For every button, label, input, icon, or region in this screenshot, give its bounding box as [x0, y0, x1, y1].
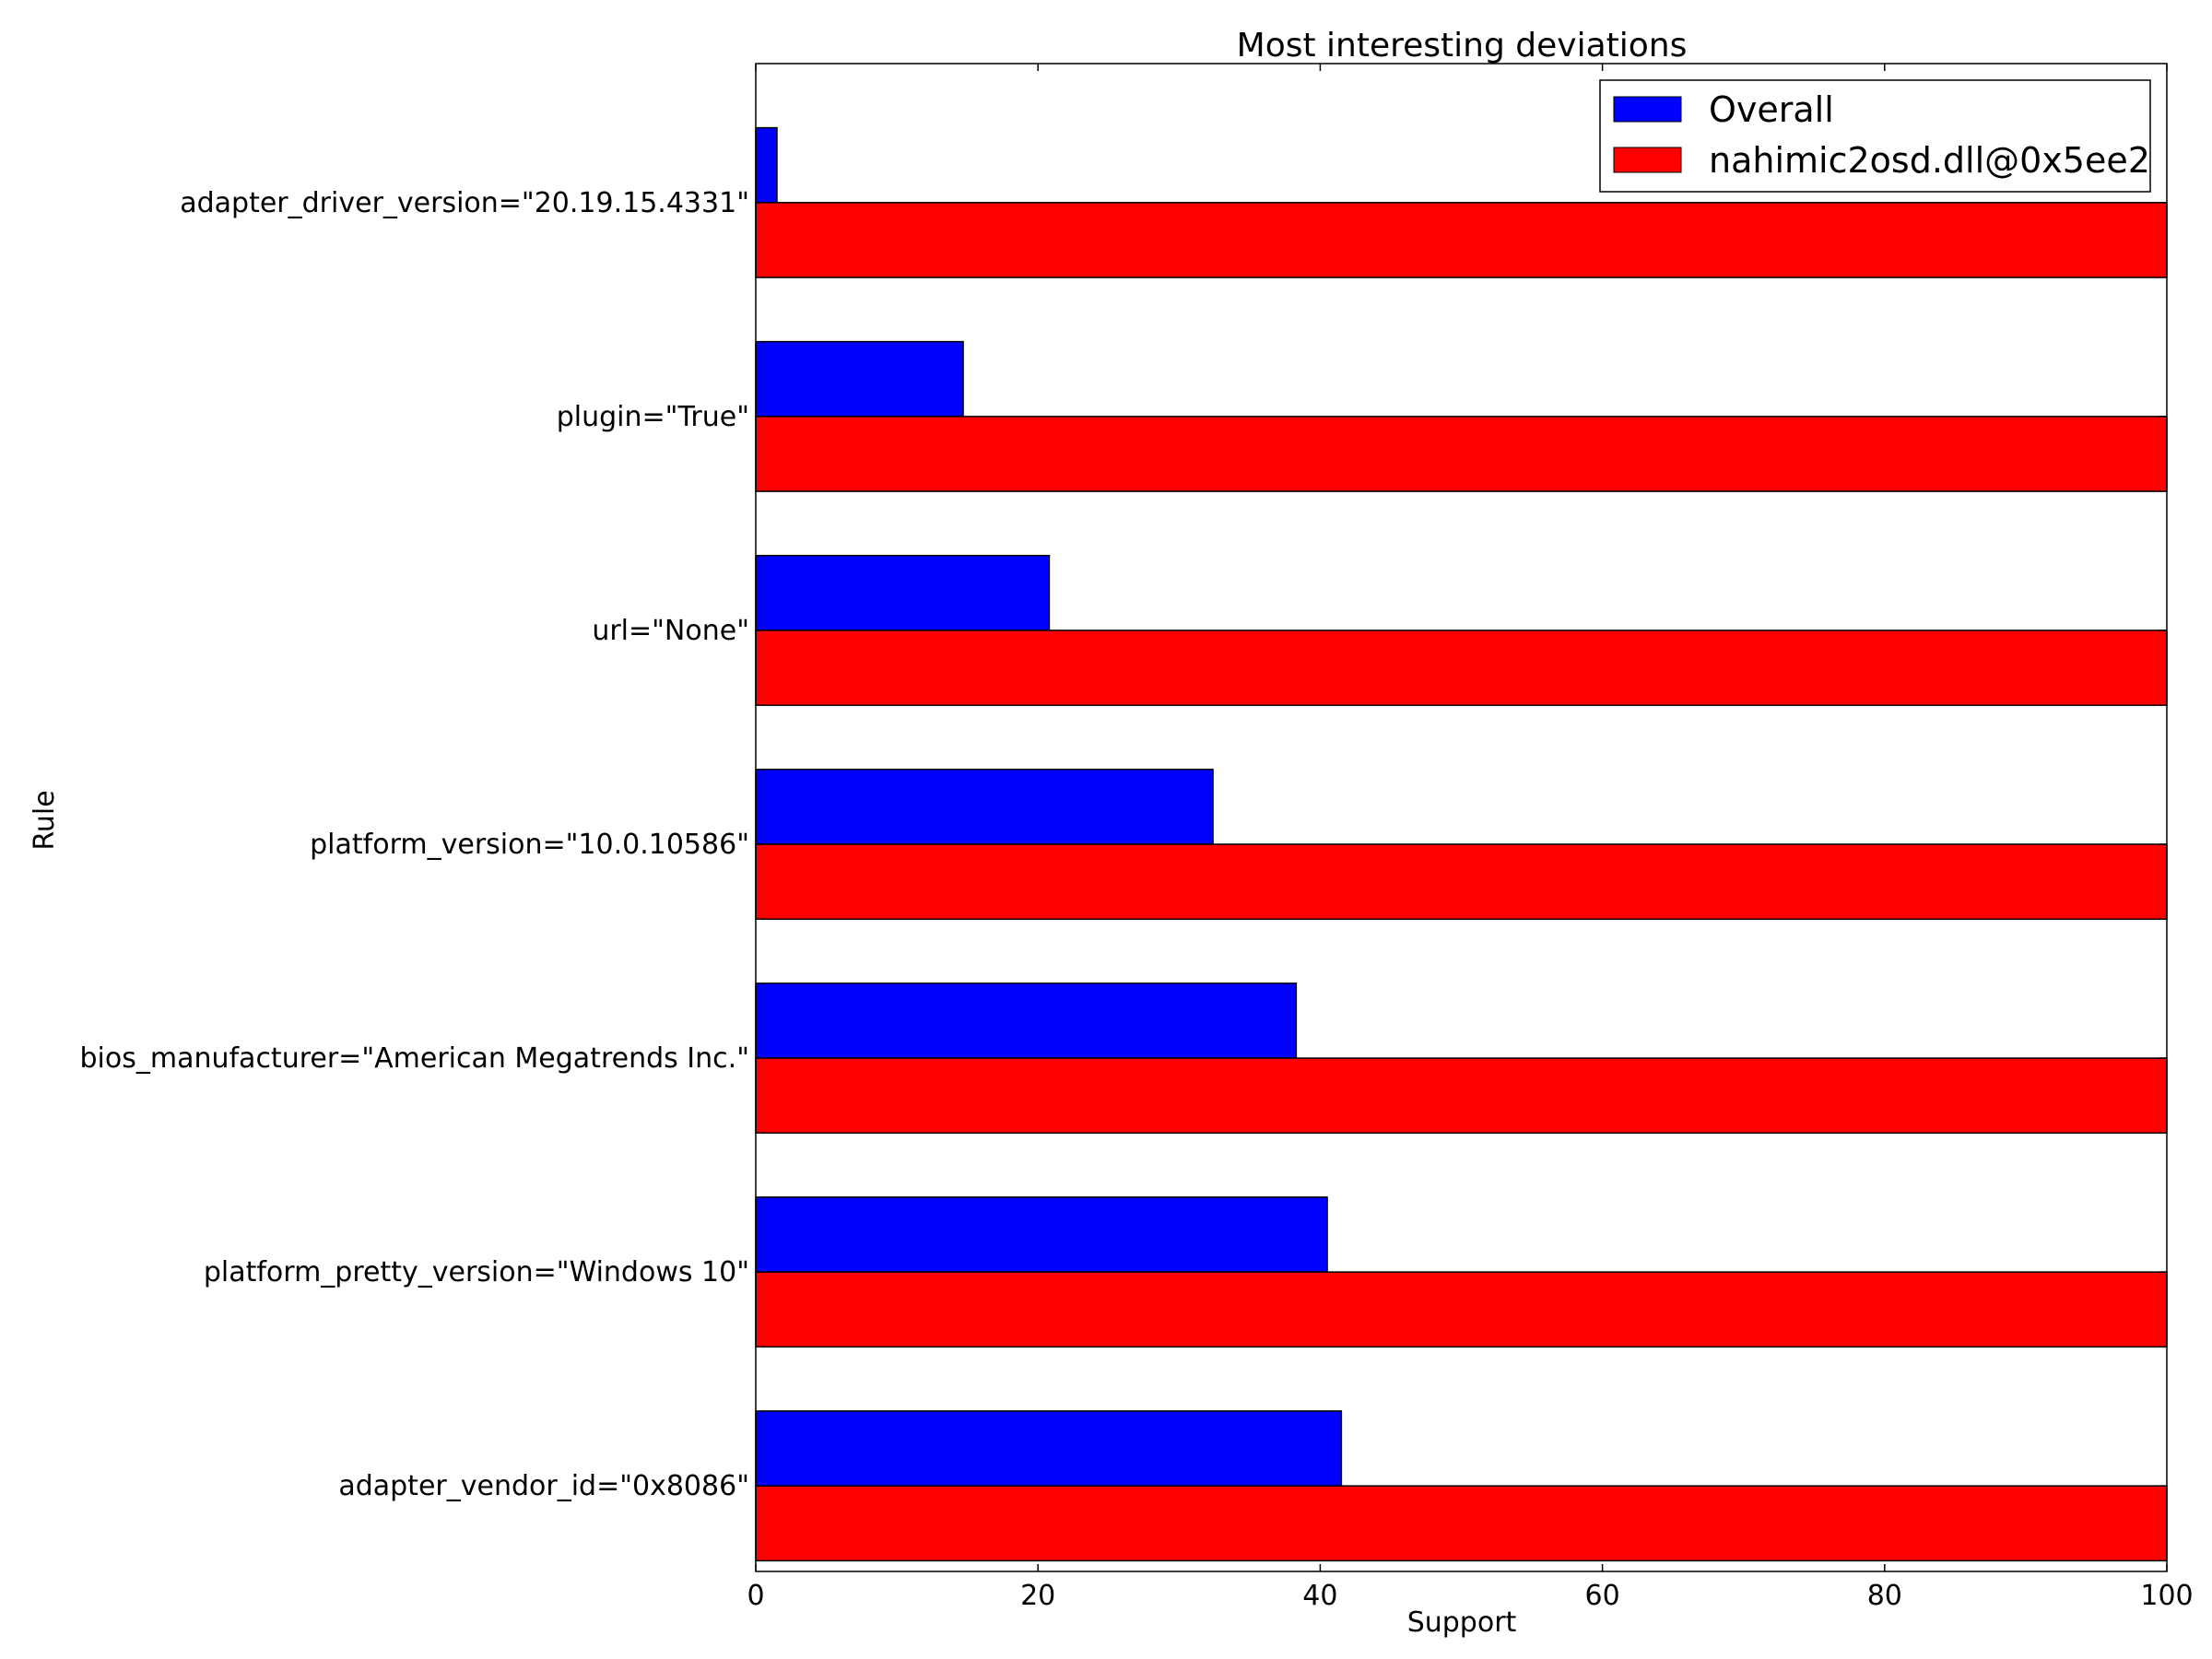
x-tick-label-2: 40: [1302, 1580, 1337, 1612]
bar-overall-1: [755, 340, 964, 418]
legend-swatch-nahimic: [1613, 147, 1682, 173]
bar-overall-4: [755, 982, 1298, 1059]
bar-nahimic-2: [755, 629, 2168, 706]
category-label-2: url="None": [592, 615, 749, 647]
y-axis-label: Rule: [29, 790, 61, 850]
chart-title: Most interesting deviations: [1237, 27, 1688, 65]
plot-frame: [755, 63, 2168, 1572]
bar-nahimic-5: [755, 1271, 2168, 1348]
legend-swatch-overall: [1613, 96, 1682, 123]
bar-nahimic-6: [755, 1485, 2168, 1562]
bar-nahimic-0: [755, 202, 2168, 278]
x-tick-label-3: 60: [1585, 1580, 1620, 1612]
category-label-4: bios_manufacturer="American Megatrends I…: [80, 1042, 750, 1075]
y-category-labels: adapter_driver_version="20.19.15.4331"pl…: [80, 187, 750, 1502]
category-label-0: adapter_driver_version="20.19.15.4331": [180, 187, 749, 219]
legend: Overall nahimic2osd.dll@0x5ee2: [1599, 79, 2151, 193]
legend-box: [1599, 79, 2151, 193]
bars: [755, 126, 2168, 1562]
bar-overall-5: [755, 1196, 1328, 1273]
bar-nahimic-4: [755, 1057, 2168, 1135]
legend-label-overall: Overall: [1709, 89, 1834, 130]
x-axis-label: Support: [1407, 1606, 1517, 1639]
bar-overall-0: [755, 126, 778, 204]
legend-label-nahimic: nahimic2osd.dll@0x5ee2: [1709, 140, 2150, 181]
bar-overall-6: [755, 1410, 1343, 1487]
x-tick-label-0: 0: [747, 1580, 764, 1612]
category-label-3: platform_version="10.0.10586": [310, 829, 749, 861]
bar-nahimic-1: [755, 416, 2168, 492]
bar-nahimic-3: [755, 843, 2168, 920]
x-tick-label-5: 100: [2140, 1580, 2193, 1612]
category-label-1: plugin="True": [557, 401, 749, 433]
bar-overall-2: [755, 554, 1051, 631]
category-label-5: platform_pretty_version="Windows 10": [204, 1256, 749, 1288]
x-tick-label-4: 80: [1867, 1580, 1902, 1612]
bar-overall-3: [755, 769, 1214, 845]
x-tick-label-1: 20: [1020, 1580, 1055, 1612]
category-label-6: adapter_vendor_id="0x8086": [338, 1470, 749, 1502]
x-ticks: 0 20 40 60 80 100: [747, 64, 2194, 1612]
